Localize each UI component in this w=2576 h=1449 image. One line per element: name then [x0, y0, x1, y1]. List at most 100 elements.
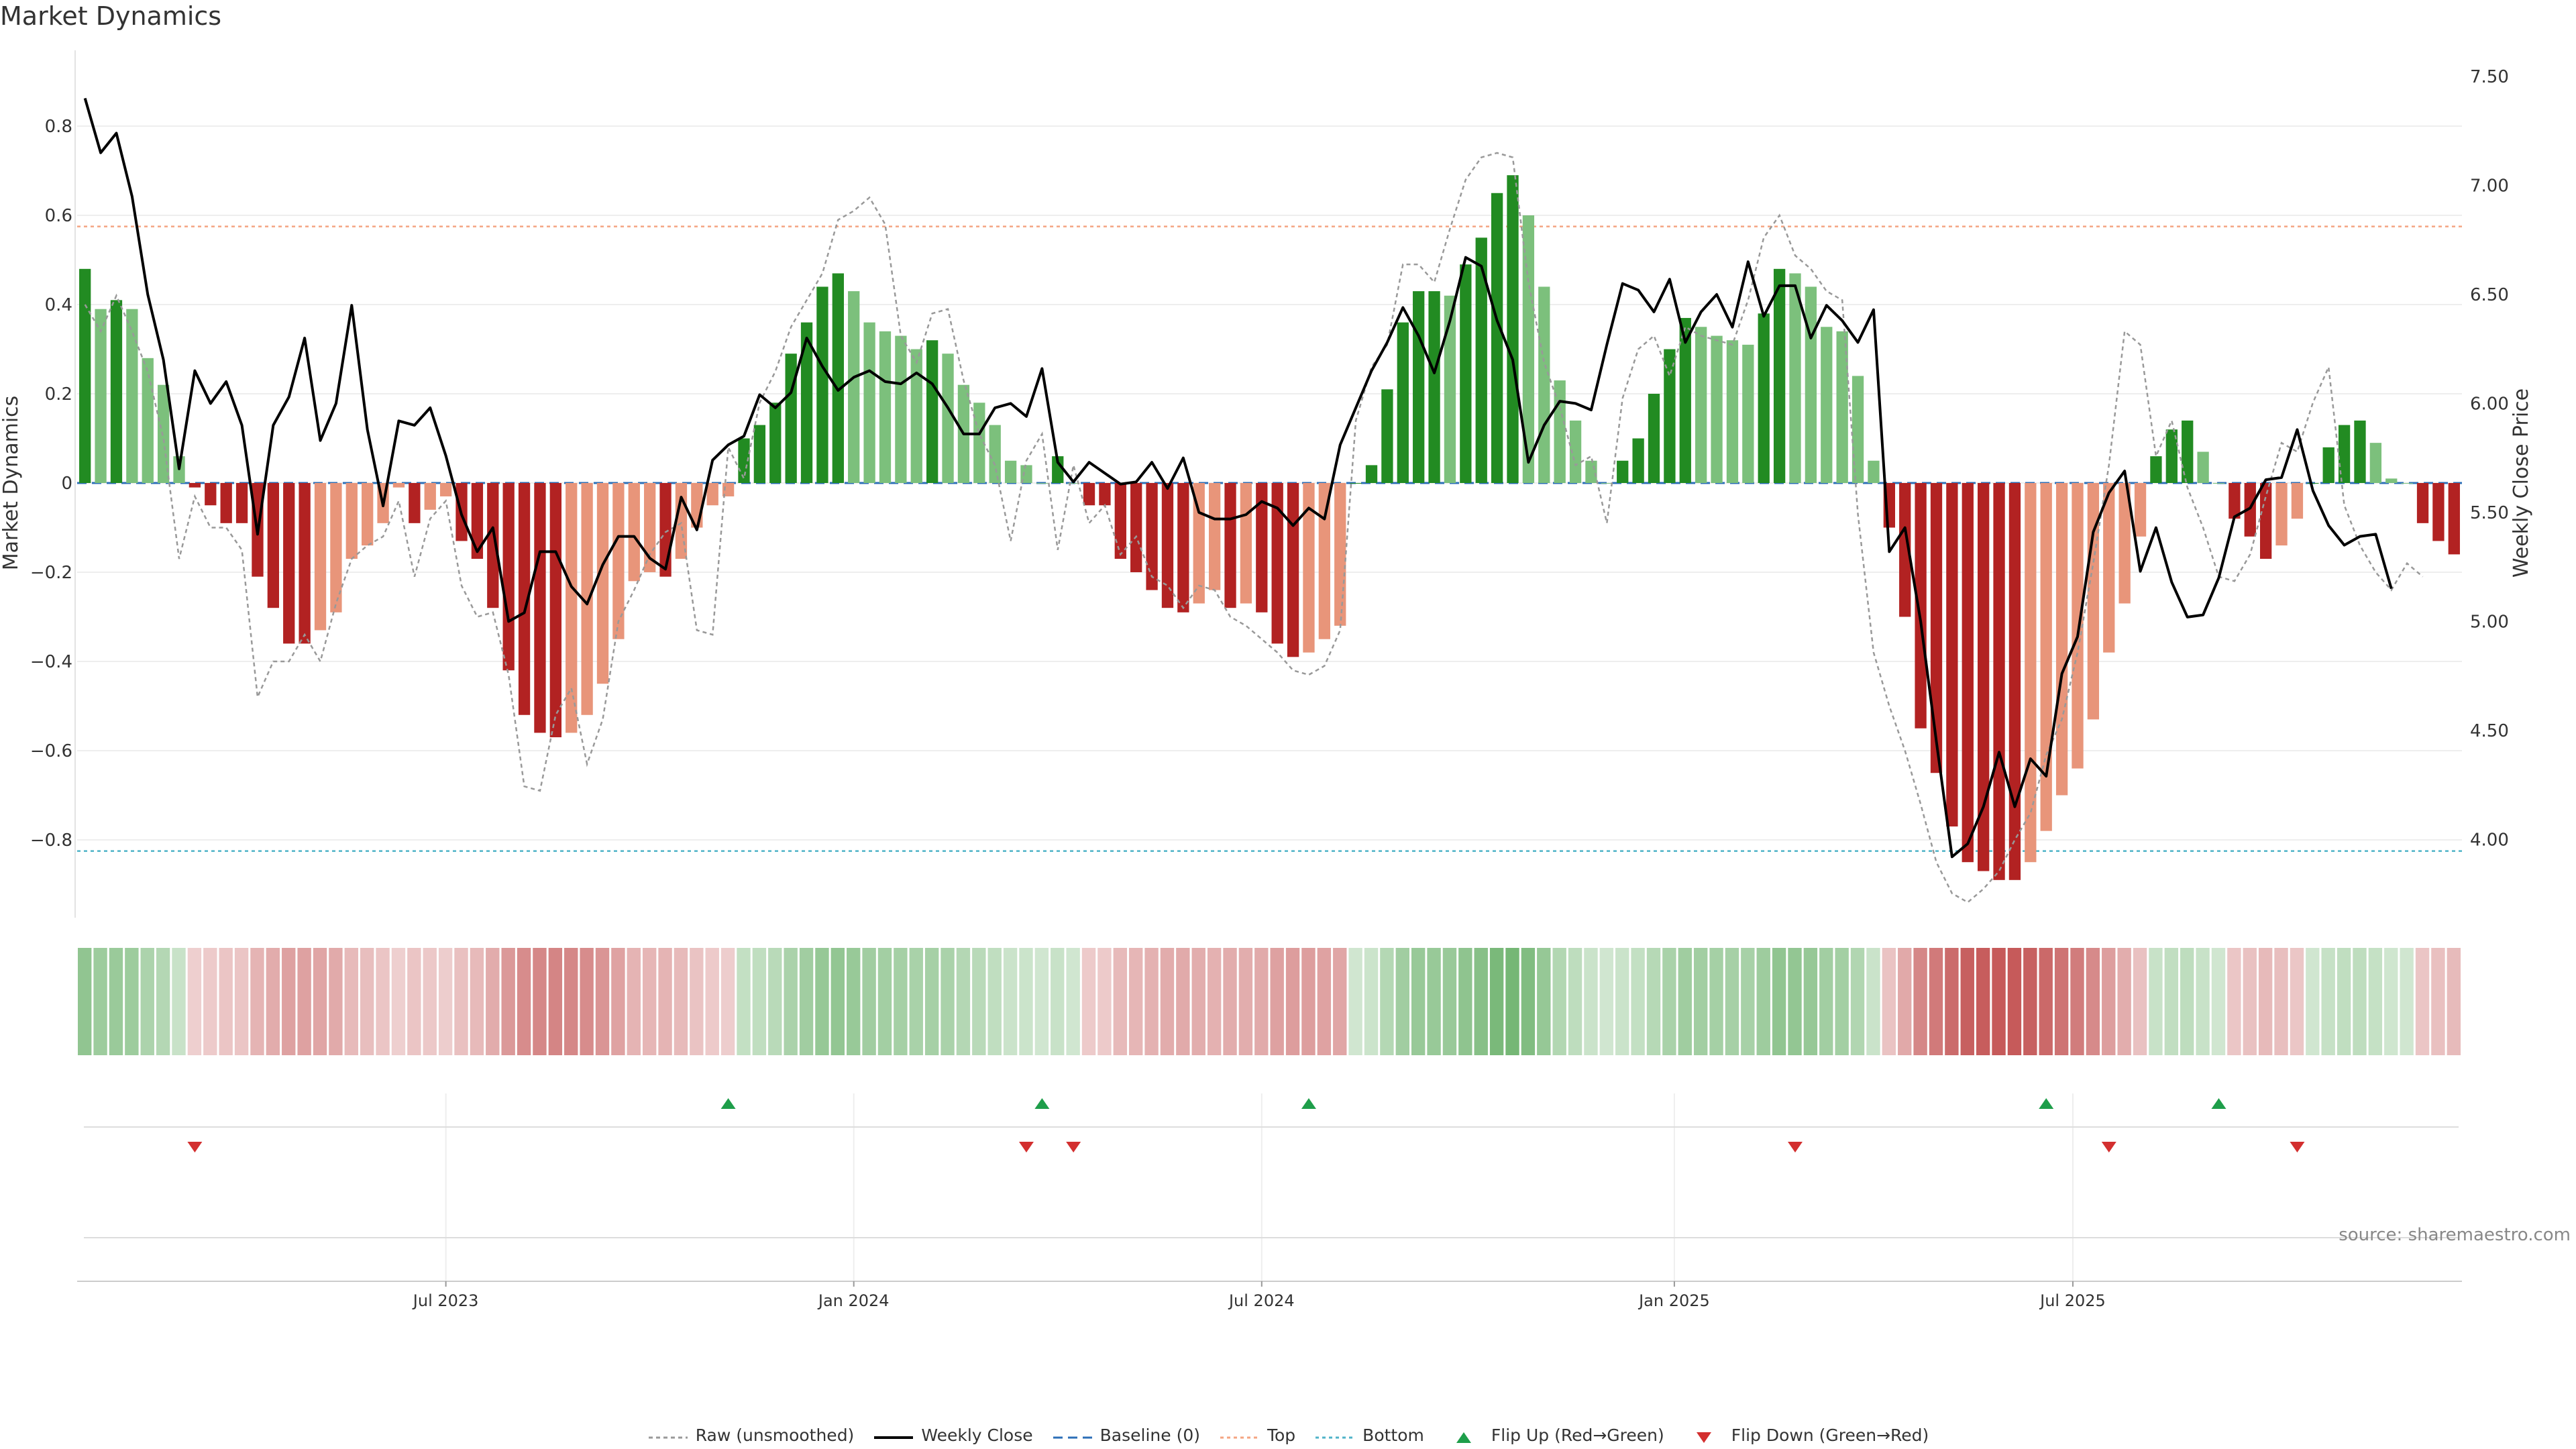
- breadth-cell: [1113, 948, 1128, 1055]
- breadth-cell: [1160, 948, 1175, 1055]
- breadth-cell: [674, 948, 688, 1055]
- breadth-cell: [877, 948, 892, 1055]
- breadth-cell: [501, 948, 515, 1055]
- breadth-cell: [847, 948, 861, 1055]
- legend-item-flip-up: Flip Up (Red→Green): [1443, 1426, 1664, 1445]
- breadth-cell: [1207, 948, 1222, 1055]
- x-tick-label: Jan 2025: [1638, 1291, 1710, 1310]
- x-tick-label: Jul 2024: [1228, 1291, 1295, 1310]
- flip-down-marker: [1066, 1142, 1081, 1152]
- dynamics-bar: [1648, 394, 1660, 483]
- dynamics-bar: [2008, 483, 2021, 880]
- dynamics-bar: [534, 483, 546, 733]
- dynamics-bar: [1020, 465, 1032, 483]
- breadth-cell: [125, 948, 139, 1055]
- breadth-cell: [1129, 948, 1143, 1055]
- breadth-cell: [956, 948, 971, 1055]
- breadth-cell: [2321, 948, 2335, 1055]
- dynamics-bar: [1507, 175, 1519, 483]
- dynamics-bar: [2182, 420, 2194, 483]
- breadth-cell: [219, 948, 233, 1055]
- breadth-cell: [2117, 948, 2131, 1055]
- breadth-cell: [909, 948, 923, 1055]
- breadth-cell: [784, 948, 798, 1055]
- breadth-cell: [423, 948, 437, 1055]
- dynamics-bar: [424, 483, 436, 510]
- breadth-cell: [1191, 948, 1205, 1055]
- breadth-cell: [815, 948, 829, 1055]
- dynamics-bar: [2244, 483, 2256, 537]
- dynamics-bar: [362, 483, 374, 546]
- flip-down-marker: [2101, 1142, 2116, 1152]
- legend-item-raw: Raw (unsmoothed): [647, 1426, 854, 1445]
- legend-label: Flip Down (Green→Red): [1731, 1426, 1929, 1445]
- dynamics-bar: [1993, 483, 2005, 880]
- flip-up-marker: [2039, 1098, 2054, 1109]
- breadth-cell: [2054, 948, 2069, 1055]
- bar-series: [79, 175, 2460, 880]
- dynamics-bar: [205, 483, 217, 506]
- dynamics-bar: [1758, 313, 1770, 483]
- legend-swatch: [1683, 1429, 1725, 1443]
- dynamics-bar: [2025, 483, 2037, 863]
- legend-item-baseline: Baseline (0): [1052, 1426, 1200, 1445]
- breadth-cell: [1474, 948, 1488, 1055]
- breadth-cell: [2337, 948, 2351, 1055]
- breadth-cell: [924, 948, 939, 1055]
- dynamics-bar: [1413, 291, 1425, 483]
- dynamics-bar: [1161, 483, 1174, 608]
- dynamics-bar: [910, 349, 922, 483]
- dynamics-bar: [345, 483, 358, 559]
- dynamics-bar: [1821, 327, 1833, 483]
- dynamics-bar: [471, 483, 484, 559]
- dynamics-bar: [1146, 483, 1158, 590]
- dynamics-bar: [330, 483, 342, 612]
- dynamics-bar: [267, 483, 280, 608]
- dynamics-bar: [1711, 335, 1723, 483]
- breadth-cell: [1599, 948, 1614, 1055]
- y-tick-label: 0.4: [45, 295, 72, 315]
- dynamics-bar: [942, 354, 954, 483]
- breadth-cell: [987, 948, 1002, 1055]
- breadth-cell: [564, 948, 578, 1055]
- breadth-cell: [2133, 948, 2147, 1055]
- y2-tick-label: 5.50: [2470, 503, 2509, 523]
- breadth-cell: [752, 948, 767, 1055]
- dynamics-bar: [2118, 483, 2131, 604]
- x-tick-label: Jul 2025: [2039, 1291, 2106, 1310]
- grid-layer: [77, 125, 2462, 1281]
- breadth-strip: [78, 948, 2461, 1055]
- raw-line: [84, 152, 2424, 904]
- legend-label: Bottom: [1362, 1426, 1424, 1445]
- dynamics-bar: [848, 291, 860, 483]
- breadth-cell: [1662, 948, 1676, 1055]
- breadth-cell: [1741, 948, 1755, 1055]
- dynamics-bar: [769, 402, 782, 483]
- breadth-cell: [172, 948, 186, 1055]
- dynamics-bar: [79, 268, 91, 483]
- breadth-cell: [2227, 948, 2241, 1055]
- breadth-cell: [391, 948, 406, 1055]
- dynamics-bar: [1381, 389, 1393, 483]
- breadth-cell: [1615, 948, 1629, 1055]
- breadth-cell: [2211, 948, 2226, 1055]
- breadth-cell: [2149, 948, 2163, 1055]
- breadth-cell: [941, 948, 955, 1055]
- dynamics-bar: [800, 322, 813, 483]
- breadth-cell: [2196, 948, 2210, 1055]
- breadth-cell: [203, 948, 217, 1055]
- breadth-cell: [2086, 948, 2100, 1055]
- dynamics-bar: [1868, 460, 1880, 483]
- flip-down-marker: [1018, 1142, 1034, 1152]
- breadth-cell: [2431, 948, 2445, 1055]
- breadth-cell: [548, 948, 563, 1055]
- breadth-cell: [1019, 948, 1033, 1055]
- breadth-cell: [2384, 948, 2398, 1055]
- breadth-cell: [344, 948, 358, 1055]
- dynamics-bar: [2291, 483, 2304, 519]
- breadth-cell: [1380, 948, 1394, 1055]
- breadth-cell: [595, 948, 610, 1055]
- breadth-cell: [2306, 948, 2320, 1055]
- dynamics-bar: [2448, 483, 2460, 555]
